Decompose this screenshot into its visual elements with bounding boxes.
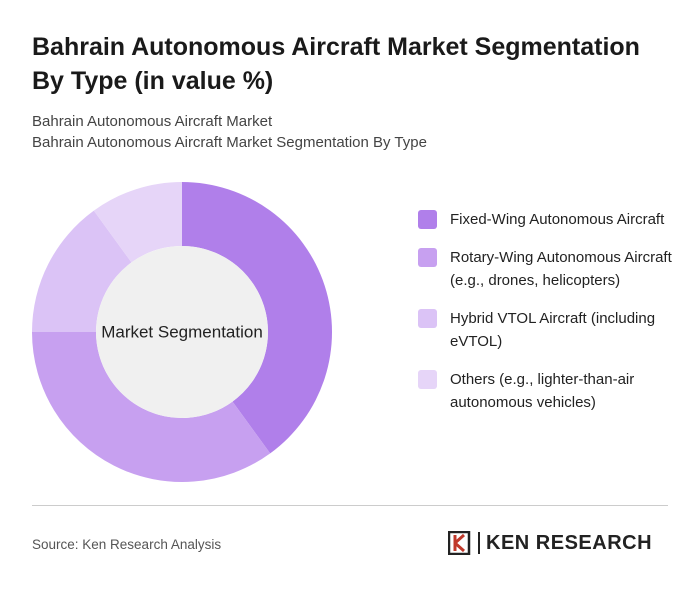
- chart-title: Bahrain Autonomous Aircraft Market Segme…: [32, 33, 640, 95]
- legend-swatch: [418, 210, 437, 229]
- legend-label: Others (e.g., lighter-than-air autonomou…: [450, 371, 635, 411]
- legend-label: Hybrid VTOL Aircraft (including eVTOL): [450, 310, 656, 350]
- legend-item: Fixed-Wing Autonomous Aircraft: [418, 208, 688, 231]
- legend-swatch: [418, 370, 437, 389]
- logo-text: KEN RESEARCH: [486, 531, 653, 554]
- legend-swatch: [418, 248, 437, 267]
- divider: [32, 505, 668, 506]
- subtitle: Bahrain Autonomous Aircraft Market Segme…: [32, 134, 427, 151]
- legend-label: Fixed-Wing Autonomous Aircraft: [450, 211, 665, 228]
- legend-swatch: [418, 309, 437, 328]
- logo: KEN RESEARCH: [448, 531, 652, 555]
- subtitle: Bahrain Autonomous Aircraft Market: [32, 113, 273, 130]
- legend-item: Rotary-Wing Autonomous Aircraft (e.g., d…: [418, 246, 688, 292]
- legend: Fixed-Wing Autonomous Aircraft Rotary-Win…: [418, 208, 688, 429]
- donut-hole: [96, 246, 268, 418]
- legend-label: Rotary-Wing Autonomous Aircraft (e.g., d…: [450, 249, 672, 289]
- center-label: Market Segmentation: [101, 322, 263, 341]
- legend-item: Others (e.g., lighter-than-air autonomou…: [418, 368, 688, 414]
- donut-slice: [32, 210, 132, 332]
- logo-separator: [478, 532, 480, 554]
- donut-slice: [32, 332, 271, 482]
- legend-item: Hybrid VTOL Aircraft (including eVTOL): [418, 307, 688, 353]
- logo-icon: [448, 531, 471, 555]
- source: Source: Ken Research Analysis: [32, 537, 222, 552]
- donut-slice: [93, 182, 182, 263]
- donut-chart: Market Segmentation: [32, 182, 332, 482]
- donut-slice: [182, 182, 332, 454]
